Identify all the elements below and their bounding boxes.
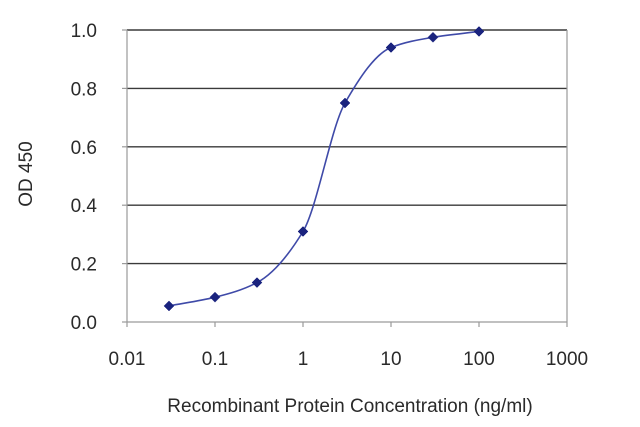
x-tick-label-3: 10 [380,349,401,370]
y-tick-label-2: 0.4 [71,196,98,217]
y-axis-title: OD 450 [16,141,37,206]
x-axis-title: Recombinant Protein Concentration (ng/ml… [167,396,532,417]
data-point-3 [297,226,309,237]
y-tick-label-1: 0.2 [71,255,97,276]
x-tick-labels: 0.01 0.1 1 10 100 1000 [109,322,588,370]
y-tick-label-4: 0.8 [71,79,97,100]
data-markers [163,26,485,312]
data-point-1 [209,291,221,303]
x-tick-label-5: 1000 [546,349,588,370]
x-tick-label-2: 1 [298,349,309,370]
y-tick-label-5: 1.0 [71,21,97,42]
y-tick-label-3: 0.6 [71,138,97,159]
grid-lines [127,29,567,265]
fit-curve [168,30,480,307]
x-tick-label-4: 100 [463,349,495,370]
data-point-5 [385,42,397,53]
data-point-7 [473,26,485,37]
x-tick-label-1: 0.1 [202,349,228,370]
data-point-2 [251,277,263,288]
x-tick-label-0: 0.01 [109,349,146,370]
series-line [168,30,480,307]
y-tick-label-0: 0.0 [71,313,97,334]
data-point-6 [427,31,439,43]
y-tick-labels: 0.0 0.2 0.4 0.6 0.8 1.0 [71,21,127,334]
data-point-0 [163,300,175,312]
plot-frame [126,30,568,323]
data-point-4 [339,97,351,109]
